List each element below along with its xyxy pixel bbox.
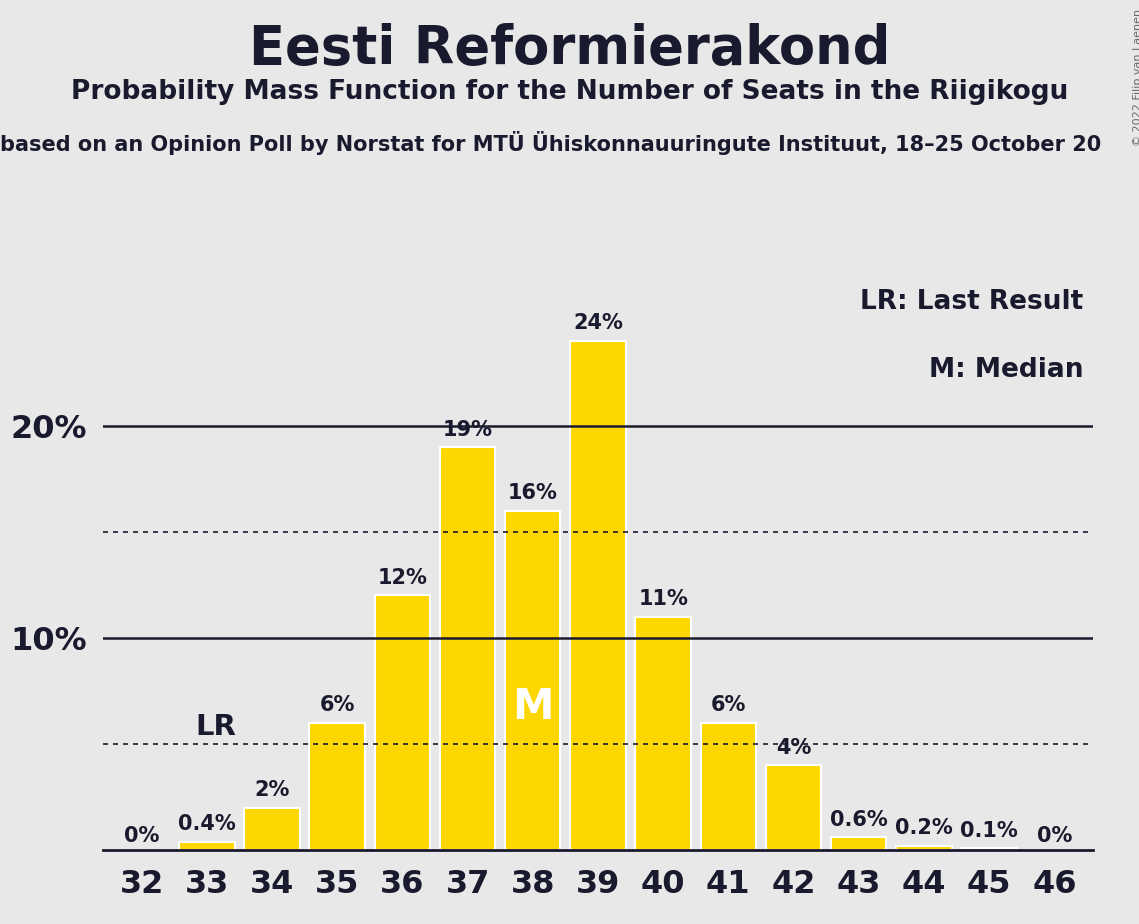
Text: 4%: 4% <box>776 737 811 758</box>
Bar <box>310 723 364 850</box>
Bar <box>961 848 1017 850</box>
Text: 11%: 11% <box>638 590 688 609</box>
Text: M: M <box>513 687 554 728</box>
Bar <box>571 341 625 850</box>
Text: 12%: 12% <box>377 568 427 588</box>
Text: LR: LR <box>195 712 236 741</box>
Text: LR: Last Result: LR: Last Result <box>860 288 1083 315</box>
Text: 0.2%: 0.2% <box>895 819 953 838</box>
Text: Eesti Reformierakond: Eesti Reformierakond <box>248 23 891 75</box>
Text: M: Median: M: Median <box>929 358 1083 383</box>
Bar <box>831 837 886 850</box>
Bar <box>636 616 691 850</box>
Bar <box>244 808 300 850</box>
Text: 0%: 0% <box>124 826 159 845</box>
Text: based on an Opinion Poll by Norstat for MTÜ Ühiskonnauuringute Instituut, 18–25 : based on an Opinion Poll by Norstat for … <box>0 131 1101 155</box>
Bar <box>896 845 952 850</box>
Bar <box>375 595 431 850</box>
Bar <box>700 723 756 850</box>
Text: © 2022 Filip van Laenen: © 2022 Filip van Laenen <box>1133 9 1139 146</box>
Text: 19%: 19% <box>443 419 492 440</box>
Text: 2%: 2% <box>254 780 289 800</box>
Text: 6%: 6% <box>711 696 746 715</box>
Text: Probability Mass Function for the Number of Seats in the Riigikogu: Probability Mass Function for the Number… <box>71 79 1068 104</box>
Text: 0.1%: 0.1% <box>960 821 1018 841</box>
Text: 0.4%: 0.4% <box>178 814 236 834</box>
Bar <box>505 511 560 850</box>
Text: 16%: 16% <box>508 483 558 504</box>
Bar <box>179 842 235 850</box>
Bar <box>765 765 821 850</box>
Text: 0%: 0% <box>1036 826 1072 845</box>
Text: 0.6%: 0.6% <box>830 810 887 830</box>
Bar <box>440 447 495 850</box>
Text: 24%: 24% <box>573 313 623 334</box>
Text: 6%: 6% <box>320 696 355 715</box>
